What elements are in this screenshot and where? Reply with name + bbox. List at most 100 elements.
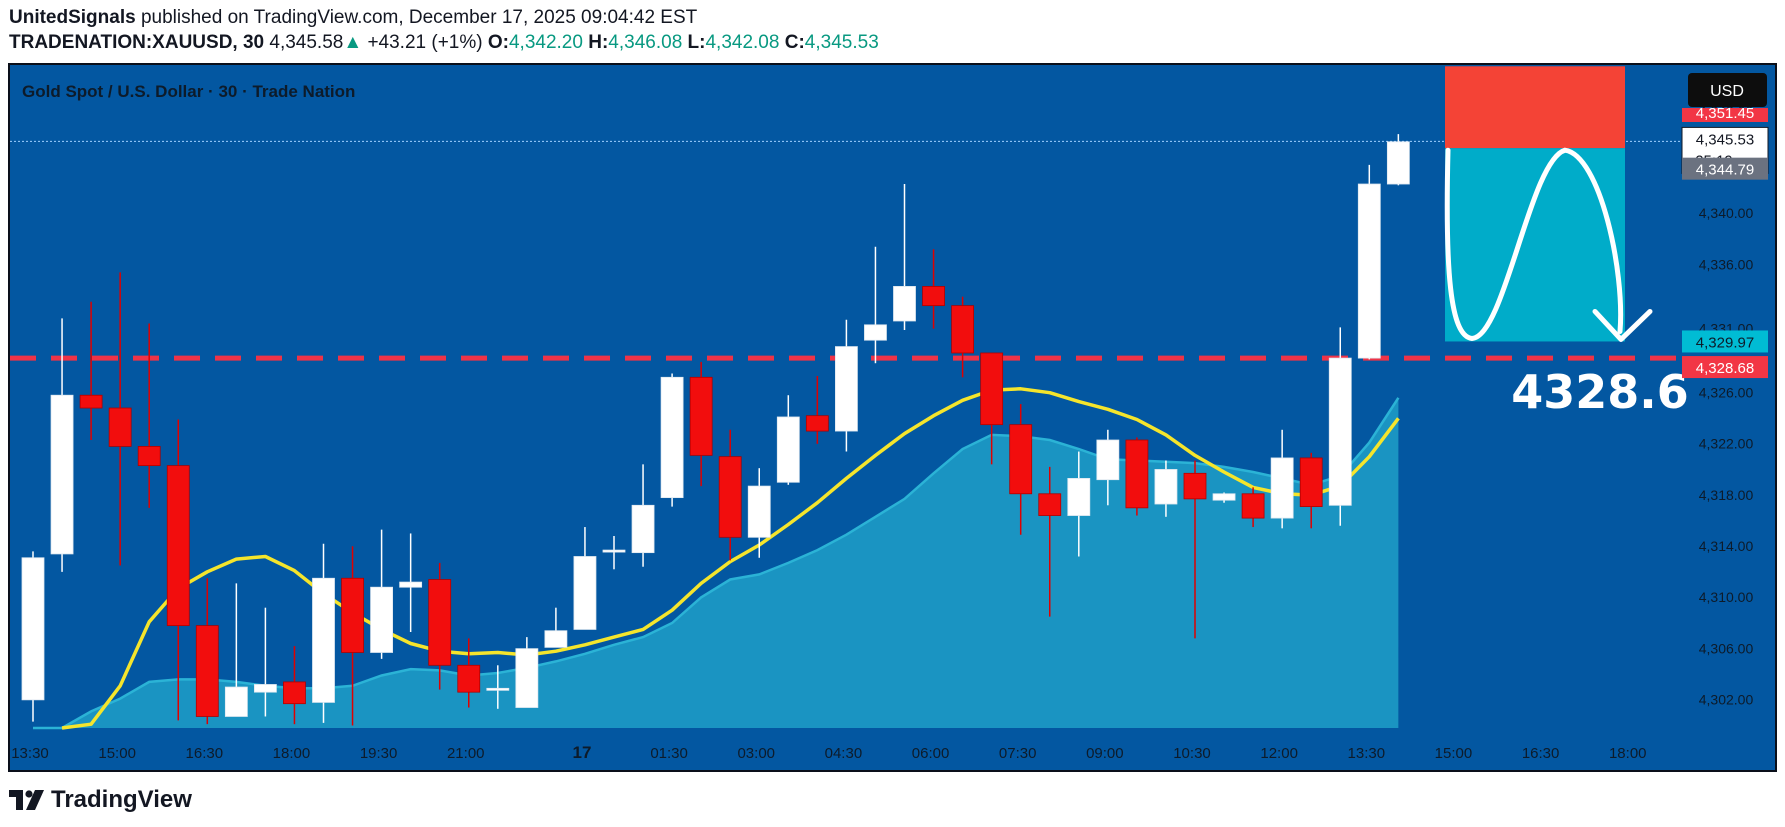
candle-body [1328,357,1352,506]
candle-body [893,286,916,322]
candle [1183,460,1207,639]
time-tick-label: 15:00 [1435,745,1473,762]
up-arrow-icon: ▲ [343,32,363,53]
time-tick-label: 04:30 [825,745,863,762]
brand-name: TradingView [51,786,192,813]
candle-body [1038,493,1062,516]
level-price-badge-bg [1682,356,1768,379]
candle [1386,134,1410,186]
candle-body [573,556,597,630]
time-tick-label: 01:30 [650,745,688,762]
ema-layer [61,387,1400,730]
candle-body [602,549,626,553]
author-name[interactable]: UnitedSignals [9,7,136,28]
price-tick-label: 4,306.00 [1699,640,1754,656]
price-tick-label: 4,310.00 [1699,589,1754,605]
symbol-name[interactable]: TRADENATION:XAUUSD, 30 [9,32,265,53]
candle [631,464,655,567]
candle-body [253,684,277,693]
candle [253,607,277,717]
candle-body [747,485,771,538]
candle [544,607,568,648]
candle [370,529,394,659]
candle-body [283,681,306,705]
time-tick-label: 18:00 [273,745,311,762]
candle-body [835,346,858,432]
candle [50,318,74,572]
currency-button-label[interactable]: USD [1710,83,1744,100]
candle [1154,460,1178,517]
publish-info: UnitedSignals published on TradingView.c… [9,7,697,29]
currency-button-bg[interactable] [1688,73,1767,107]
price-tick-label: 4,302.00 [1699,692,1754,708]
price-tick-label: 4,322.00 [1699,436,1754,452]
currency-button[interactable]: USD [1688,73,1767,107]
candle-body [951,305,974,354]
price-tick-label: 4,314.00 [1699,538,1754,554]
candle-body [399,581,423,588]
time-tick-label: 13:30 [1348,745,1386,762]
time-tick-label: 12:00 [1260,745,1298,762]
price-tick-label: 4,340.00 [1699,205,1754,221]
tradingview-icon [9,790,44,810]
candle [486,665,510,709]
candle [312,543,335,723]
area-fill [33,397,1399,728]
candle-body [718,456,742,538]
candle [515,637,539,708]
open-value: 4,342.20 [508,32,583,53]
time-tick-label: 16:30 [1522,745,1560,762]
candle [341,546,364,726]
candle [166,419,190,721]
candle-body [457,664,481,693]
candle-body [166,465,190,627]
top-stop-badge: 4,351.45 [1682,105,1768,122]
time-tick-label: 13:30 [11,745,49,762]
candle [951,296,974,378]
candle [602,536,626,570]
low-label: L: [687,32,706,53]
high-label: H: [588,32,609,53]
trade-zone-layer: 4328.6 [1444,66,1689,419]
candle [1038,466,1062,617]
candle [1212,492,1236,503]
ema-line [61,387,1400,730]
candle-body [776,416,800,483]
time-tick-label: 07:30 [999,745,1037,762]
target-price-badge-bg [1682,330,1768,353]
close-value: 4,345.53 [804,32,879,53]
level-price-badge: 4,328.68 [1682,356,1768,379]
candle [428,562,452,690]
time-tick-label: 18:00 [1609,745,1647,762]
candle [922,249,945,329]
time-tick-label: 17 [572,743,591,762]
tradingview-logo[interactable]: TradingView [9,786,192,814]
candle-body [1067,478,1091,516]
time-axis[interactable]: 13:30 15:00 16:30 18:00 19:30 21:00 17 01:30 03:… [11,743,1646,762]
low-value: 4,342.08 [705,32,780,53]
candle [893,184,916,330]
candle-body [1241,493,1265,519]
candle-body [312,577,335,703]
time-tick-label: 16:30 [186,745,224,762]
target-price-badge: 4,329.97 [1682,330,1768,353]
candle [457,638,481,708]
chart-title: Gold Spot / U.S. Dollar · 30 · Trade Nat… [22,82,355,101]
candles-layer [21,134,1410,726]
candle-body [1096,439,1120,481]
candle-body [1386,141,1410,185]
time-tick-label: 10:30 [1173,745,1211,762]
secondary-price-badge-text: 4,344.79 [1696,162,1754,179]
candle-body [515,648,539,708]
candle-body [137,446,161,467]
current-price-text: 4,345.53 [1696,131,1754,148]
candle-body [805,415,829,432]
candle-body [1183,472,1207,500]
secondary-price-badge: 4,344.79 [1682,157,1768,180]
candle [399,533,423,633]
candle [1357,164,1381,360]
candle-body [980,352,1004,426]
candle-body [1299,457,1323,507]
candle-body [689,376,713,456]
